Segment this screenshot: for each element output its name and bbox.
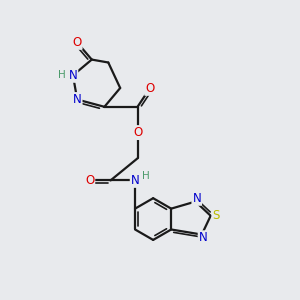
Text: N: N (73, 93, 82, 106)
Text: O: O (145, 82, 154, 95)
Text: N: N (192, 192, 201, 205)
Text: O: O (85, 174, 94, 187)
Text: N: N (199, 231, 207, 244)
Text: S: S (212, 209, 220, 222)
Text: O: O (133, 126, 142, 139)
Text: O: O (72, 36, 82, 49)
Text: H: H (58, 70, 66, 80)
Text: N: N (69, 69, 77, 82)
Text: H: H (142, 170, 150, 181)
Text: N: N (131, 174, 140, 187)
